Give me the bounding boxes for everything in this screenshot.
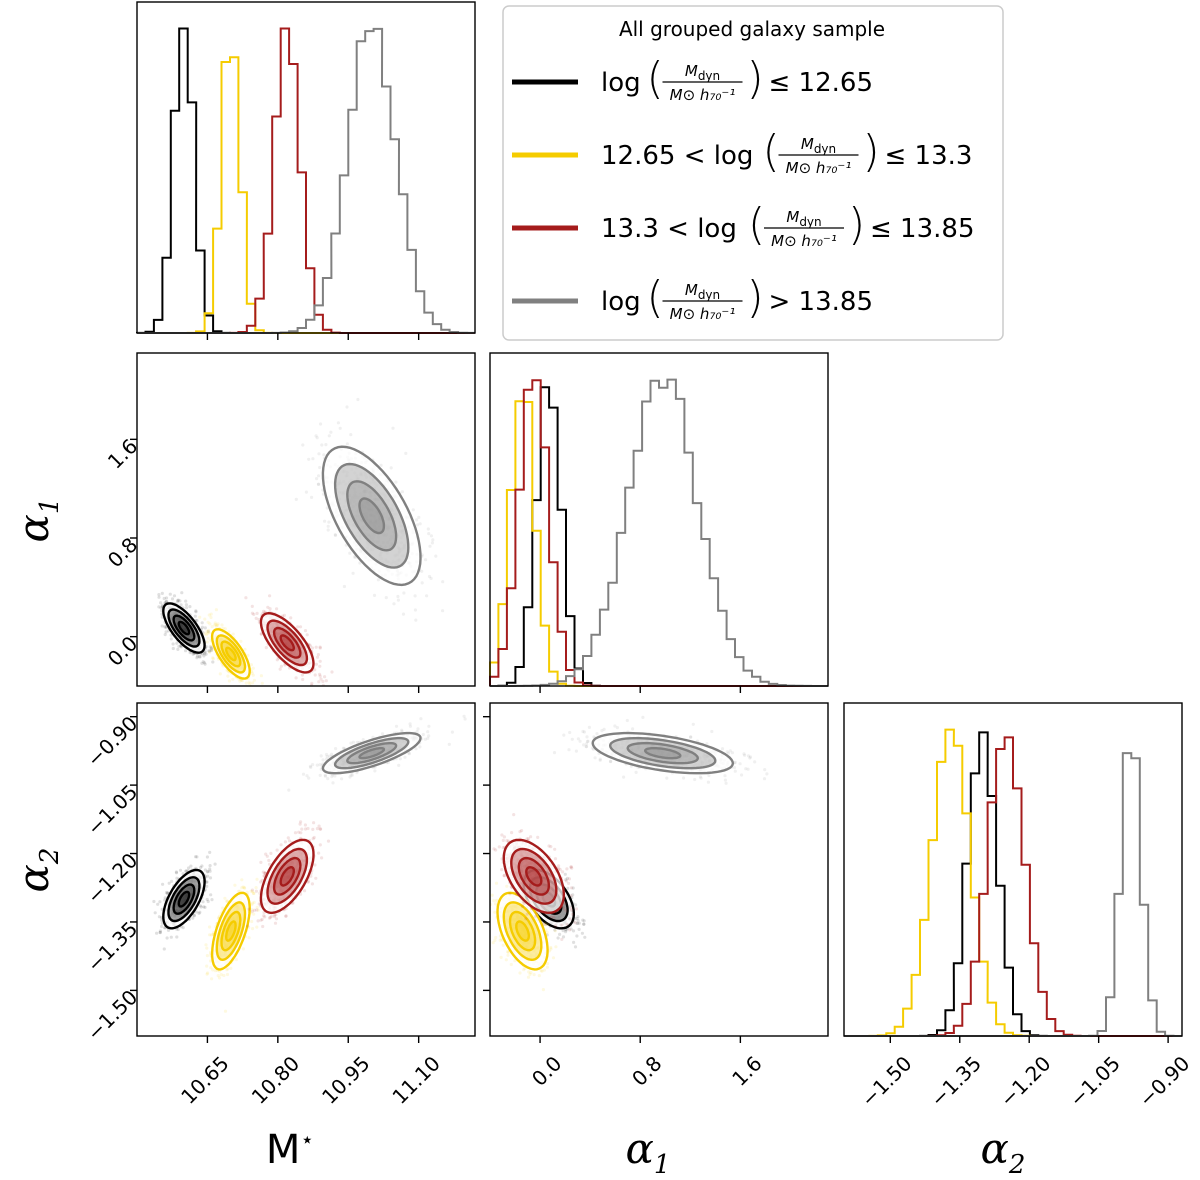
contour-series-2-level-3 (525, 865, 543, 887)
contour-series-1-level-1 (502, 901, 543, 962)
contour-series-1-level-1 (215, 634, 247, 674)
x-axis-label-alpha1: α1 (626, 1124, 671, 1180)
contour-series-3-level-1 (333, 462, 410, 569)
contour-series-2-level-1 (266, 619, 309, 667)
x-tick-label-alpha1: 1.6 (727, 1051, 766, 1090)
legend-label-1: 12.65 < log (601, 141, 753, 171)
contour-series-3-level-0 (591, 731, 735, 775)
contour-series-2-level-2 (517, 856, 550, 896)
contour-series-3-level-3 (643, 747, 682, 760)
y-axis-label-alpha2: α2 (9, 848, 65, 893)
contour-series-1-level-0 (496, 891, 549, 971)
x-tick-label-alpha2: −1.20 (995, 1051, 1055, 1111)
contour-series-1-level-1 (215, 901, 247, 962)
y-tick-label-alpha2: −1.50 (82, 985, 142, 1045)
contour-series-2-level-0 (502, 838, 565, 915)
legend-label-2: 13.3 < log (601, 214, 737, 244)
contour-series-3-level-2 (346, 480, 398, 552)
contour-series-1-level-3 (515, 920, 530, 942)
x-tick-label-M_star: 10.65 (176, 1051, 233, 1108)
contour-series-3-level-3 (358, 497, 386, 535)
panel-frame-0-2 (136, 702, 476, 1037)
contour-series-0-level-1 (167, 876, 201, 923)
x-tick-label-alpha2: −1.50 (856, 1051, 916, 1111)
x-tick-label-alpha2: −1.35 (926, 1051, 986, 1111)
x-tick-label-M_star: 10.80 (247, 1051, 304, 1108)
contour-series-3-level-2 (626, 741, 700, 765)
contour-series-3-level-0 (321, 731, 422, 775)
x-tick-label-M_star: 10.95 (317, 1051, 374, 1108)
density-layer (152, 397, 769, 1013)
contour-series-3-level-1 (608, 736, 717, 770)
contour-series-3-level-0 (321, 445, 422, 587)
contour-series-2-level-0 (259, 838, 315, 914)
x-tick-label-alpha1: 0.0 (527, 1051, 566, 1090)
x-tick-label-M_star: 11.10 (387, 1051, 444, 1108)
tick-layer: 10.65 10.80 10.95 11.10 0.0 0.8 1.6 −1.50 −1.35−… (82, 333, 1194, 1112)
x-tick-label-alpha1: 0.8 (627, 1051, 666, 1090)
contour-series-2-level-1 (266, 847, 309, 905)
contour-series-0-level-0 (162, 602, 206, 654)
contour-series-0-level-3 (177, 620, 191, 636)
contour-series-1-level-3 (225, 646, 237, 662)
legend-frame (502, 5, 1004, 341)
contour-series-3-level-1 (333, 736, 410, 770)
y-tick-label-alpha2: −1.35 (82, 917, 142, 977)
y-axis-label-alpha1: α1 (9, 498, 65, 543)
axis-labels: M⋆ α1 α2 α1 α2 (9, 498, 1025, 1180)
contour-series-2-level-0 (259, 611, 315, 674)
y-tick-label-alpha2: −0.90 (82, 711, 142, 771)
panel-frame-1-2 (489, 702, 829, 1037)
x-tick-label-alpha2: −1.05 (1065, 1051, 1125, 1111)
panel-alpha1-vs-alpha2 (490, 715, 769, 992)
contour-series-3-level-3 (358, 747, 386, 760)
panel-frame-2-2 (843, 702, 1183, 1037)
x-axis-label-mstar: M⋆ (266, 1127, 314, 1173)
contour-series-0-level-1 (167, 608, 201, 648)
legend-label-3: log (601, 287, 641, 317)
panel-frame-1-1 (489, 352, 829, 687)
contour-series-0-level-0 (162, 868, 206, 930)
contour-series-1-level-0 (210, 891, 251, 971)
contour-series-2-level-3 (279, 634, 295, 652)
contour-series-1-level-3 (225, 920, 237, 942)
y-tick-label-alpha2: −1.05 (82, 780, 142, 840)
legend-label-0: log (601, 68, 641, 98)
panel-M_star-vs-alpha1 (157, 397, 445, 686)
legend-title: All grouped galaxy sample (619, 17, 885, 41)
y-tick-label-alpha2: −1.20 (82, 848, 142, 908)
histogram-alpha1-series-3 (490, 378, 828, 687)
panel-M_star-vs-alpha2 (152, 714, 467, 1013)
panel-frame-0-1 (136, 352, 476, 687)
contour-series-0-level-3 (177, 890, 191, 908)
x-tick-label-alpha2: −0.90 (1134, 1051, 1194, 1111)
contour-series-2-level-3 (279, 866, 295, 887)
x-axis-label-alpha2: α2 (981, 1124, 1026, 1180)
contour-series-1-level-2 (508, 910, 537, 952)
panel-frame-0-0 (136, 1, 476, 334)
contour-series-2-level-1 (510, 847, 558, 905)
panel-frames (136, 1, 1183, 1037)
